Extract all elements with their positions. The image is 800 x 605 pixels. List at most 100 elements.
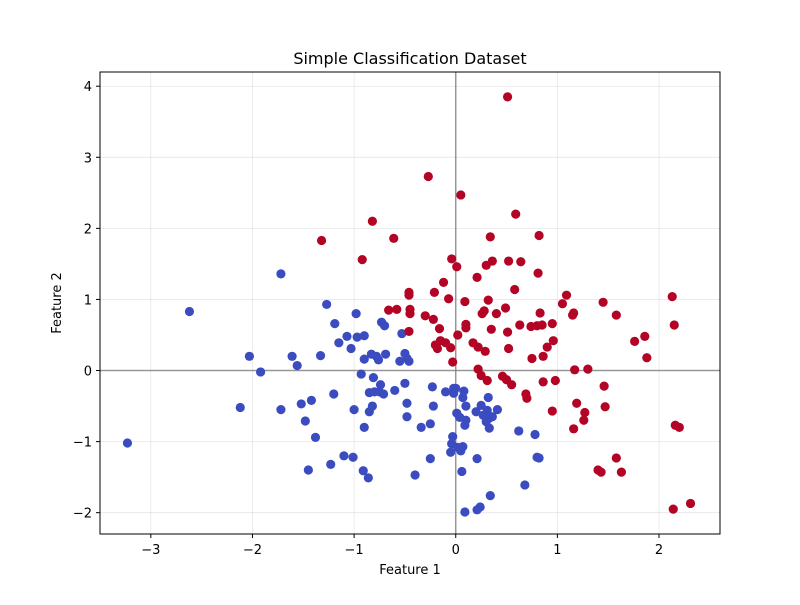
data-point-class-1	[423, 171, 433, 182]
y-axis-label: Feature 2	[50, 272, 65, 334]
data-point-class-1	[548, 336, 558, 346]
data-point-class-0	[334, 338, 344, 348]
y-tick-label: 4	[84, 80, 92, 95]
data-point-class-1	[538, 377, 548, 387]
data-point-class-0	[446, 447, 456, 457]
data-point-class-1	[507, 380, 517, 390]
data-point-class-0	[373, 355, 384, 365]
data-point-class-1	[472, 272, 482, 283]
data-point-class-0	[315, 351, 326, 361]
data-point-class-1	[476, 370, 486, 381]
data-point-class-1	[480, 346, 490, 356]
data-point-class-0	[461, 415, 471, 425]
data-point-class-1	[392, 304, 402, 314]
data-point-class-1	[527, 353, 537, 364]
data-point-class-0	[244, 351, 255, 361]
chart-title: Simple Classification Dataset	[293, 49, 526, 68]
data-point-class-1	[491, 309, 501, 319]
data-point-class-0	[520, 480, 530, 490]
data-point-class-0	[339, 451, 349, 461]
x-axis-label: Feature 1	[379, 563, 441, 578]
data-point-class-1	[420, 311, 430, 321]
data-point-class-1	[511, 209, 521, 219]
data-point-class-0	[287, 351, 297, 361]
data-point-class-0	[359, 354, 369, 364]
data-point-class-1	[479, 306, 489, 316]
data-point-class-0	[368, 373, 379, 383]
data-point-class-1	[515, 320, 525, 330]
data-point-class-0	[427, 382, 437, 392]
data-point-class-0	[342, 331, 352, 342]
data-point-class-0	[381, 349, 391, 359]
data-point-class-1	[616, 467, 627, 477]
data-point-class-1	[432, 343, 443, 354]
data-point-class-0	[292, 360, 302, 371]
data-point-class-0	[514, 426, 524, 436]
data-point-class-0	[475, 502, 485, 512]
x-tick-label: −3	[141, 543, 160, 558]
data-point-class-0	[378, 389, 389, 399]
data-point-class-1	[534, 230, 544, 241]
data-point-class-1	[640, 331, 650, 342]
data-point-class-1	[522, 393, 532, 403]
data-point-class-1	[316, 235, 327, 246]
data-point-class-1	[547, 319, 557, 329]
data-point-class-0	[375, 380, 386, 390]
data-point-class-1	[580, 407, 590, 418]
data-point-class-1	[428, 314, 438, 324]
data-point-class-0	[390, 385, 400, 396]
data-point-class-1	[583, 364, 593, 374]
y-tick-label: 2	[84, 222, 92, 237]
data-point-class-1	[434, 323, 445, 334]
plot-area-frame	[99, 71, 721, 535]
data-point-class-1	[483, 295, 493, 305]
data-point-class-1	[502, 327, 513, 337]
data-point-class-0	[416, 422, 426, 432]
data-point-class-0	[459, 386, 469, 396]
data-point-class-0	[440, 387, 451, 397]
data-point-class-0	[351, 309, 361, 319]
data-point-class-0	[483, 392, 493, 403]
data-point-class-0	[458, 441, 468, 452]
data-point-class-0	[303, 465, 313, 475]
data-point-class-0	[330, 319, 340, 329]
data-point-class-1	[537, 320, 547, 330]
data-point-class-0	[404, 356, 414, 366]
data-point-class-1	[429, 287, 439, 297]
data-point-class-1	[500, 303, 511, 313]
data-point-class-0	[395, 356, 405, 366]
data-point-class-1	[667, 292, 677, 302]
data-point-class-1	[630, 336, 640, 346]
y-tick-label: 1	[84, 293, 92, 308]
data-point-class-1	[510, 284, 520, 295]
data-point-class-0	[346, 343, 356, 354]
data-point-class-1	[538, 351, 548, 361]
data-point-class-0	[451, 383, 461, 393]
data-point-class-1	[453, 330, 463, 340]
x-tick-label: −1	[345, 543, 364, 558]
zero-lines	[100, 72, 720, 534]
data-point-class-0	[306, 395, 317, 405]
data-point-class-1	[485, 232, 495, 242]
data-point-class-1	[404, 326, 414, 337]
data-point-class-1	[460, 296, 470, 307]
data-point-class-0	[482, 405, 492, 415]
data-point-class-0	[484, 423, 494, 433]
x-tick-label: 1	[553, 543, 561, 558]
data-point-class-0	[322, 299, 332, 310]
data-point-class-1	[535, 308, 545, 318]
data-point-class-0	[471, 407, 481, 417]
data-point-class-0	[472, 454, 482, 464]
data-point-class-1	[547, 406, 557, 416]
data-point-class-1	[487, 256, 497, 266]
data-point-class-0	[530, 429, 540, 440]
data-point-class-1	[405, 309, 415, 319]
data-point-class-0	[255, 367, 266, 377]
axis-ticks: −3 −2 −1 0 1 2 −2 −1 0 1 2 3 4	[73, 80, 663, 558]
data-point-class-1	[448, 357, 458, 367]
data-point-class-1	[674, 422, 684, 432]
data-point-class-1	[557, 299, 568, 309]
data-point-class-0	[363, 473, 373, 483]
x-tick-label: 2	[655, 543, 663, 558]
data-point-class-1	[446, 343, 456, 353]
